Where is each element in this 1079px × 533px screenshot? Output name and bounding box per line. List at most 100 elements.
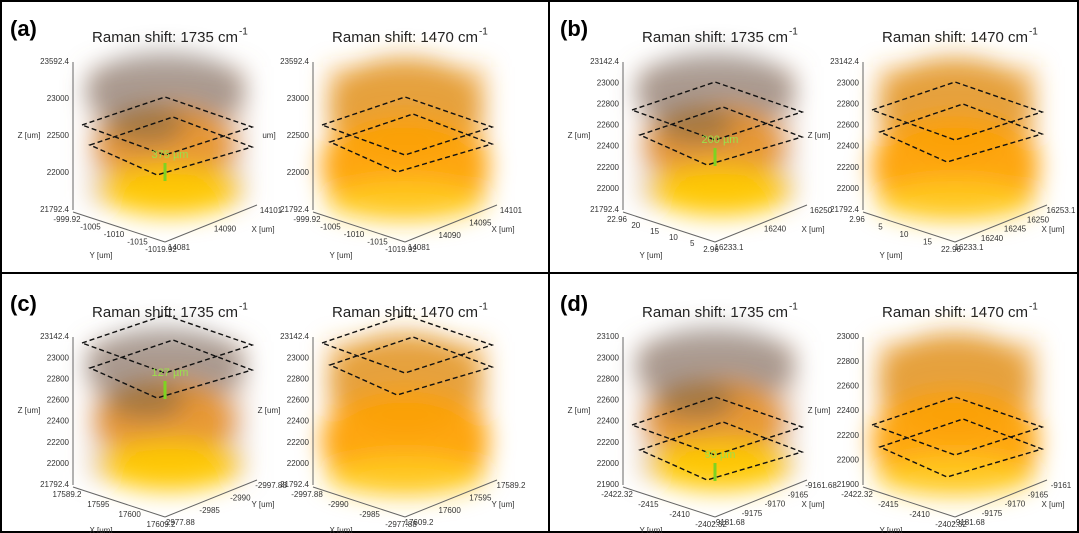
z-axis-label: Z [um] <box>18 131 41 140</box>
plot-title: Raman shift: 1470 cm <box>882 29 1028 46</box>
z-tick-label: 23000 <box>837 78 860 87</box>
right-tick-label: 16253.1 <box>1047 206 1076 215</box>
right-tick-label: 14095 <box>469 218 492 227</box>
title-superscript: -1 <box>1029 302 1038 313</box>
right-tick-label: 14081 <box>408 243 431 252</box>
z-tick-label: 22400 <box>837 142 860 151</box>
title-superscript: -1 <box>239 27 248 38</box>
z-axis-label: Z [um] <box>18 406 41 415</box>
z-tick-label: 23000 <box>287 353 310 362</box>
z-tick-label: 22000 <box>837 455 860 464</box>
z-tick-label: 21792.4 <box>40 480 69 489</box>
left-tick-label: -2415 <box>638 500 659 509</box>
z-tick-label: 22000 <box>287 168 310 177</box>
z-tick-label: 21792.4 <box>830 205 859 214</box>
volume-rendering <box>320 56 490 221</box>
z-tick-label: 22400 <box>837 406 860 415</box>
z-tick-label: 22800 <box>597 374 620 383</box>
z-axis-label: Z [um] <box>568 131 591 140</box>
right-tick-label: -9161.68 <box>805 481 837 490</box>
z-tick-label: 21900 <box>837 480 860 489</box>
left-axis-label: Y [um] <box>640 526 663 533</box>
z-tick-label: 22200 <box>597 438 620 447</box>
right-axis-label: X [um] <box>801 500 824 509</box>
volume-blob <box>875 181 1035 221</box>
left-tick-label: -2410 <box>909 510 930 519</box>
z-tick-label: 22200 <box>837 163 860 172</box>
right-tick-label: -9181.68 <box>713 518 745 527</box>
z-tick-label: 22800 <box>837 99 860 108</box>
title-superscript: -1 <box>1029 27 1038 38</box>
z-tick-label: 22800 <box>597 99 620 108</box>
volume-rendering <box>870 331 1040 496</box>
right-tick-label: -2990 <box>230 493 251 502</box>
z-tick-label: 22000 <box>47 459 70 468</box>
z-tick-label: 22000 <box>597 459 620 468</box>
z-tick-label: 22200 <box>837 431 860 440</box>
volume-rendering <box>320 331 490 496</box>
left-tick-label: -2410 <box>669 510 690 519</box>
z-tick-label: 22200 <box>47 438 70 447</box>
left-tick-label: -2422.32 <box>601 490 633 499</box>
z-tick-label: 23000 <box>47 353 70 362</box>
z-tick-label: 21792.4 <box>280 205 309 214</box>
volume-blob <box>650 166 790 216</box>
z-tick-label: 22000 <box>837 184 860 193</box>
right-tick-label: -9175 <box>982 509 1003 518</box>
volume-rendering <box>85 51 247 216</box>
z-tick-label: 22400 <box>597 417 620 426</box>
z-tick-label: 23000 <box>597 353 620 362</box>
right-tick-label: -9175 <box>742 509 763 518</box>
volume-blob <box>100 441 240 491</box>
z-tick-label: 23100 <box>597 332 620 341</box>
left-tick-label: -1005 <box>320 223 341 232</box>
plot-title: Raman shift: 1470 cm <box>882 304 1028 321</box>
z-tick-label: 23142.4 <box>830 57 859 66</box>
z-tick-label: 21792.4 <box>40 205 69 214</box>
left-axis-label: Y [um] <box>880 251 903 260</box>
plot-title: Raman shift: 1470 cm <box>332 29 478 46</box>
z-tick-label: 23592.4 <box>40 57 69 66</box>
left-tick-label: -999.92 <box>293 215 321 224</box>
left-axis-label: Y [um] <box>640 251 663 260</box>
z-tick-label: 23592.4 <box>280 57 309 66</box>
right-axis-label: X [um] <box>491 225 514 234</box>
z-axis-label: Z [um] <box>258 406 281 415</box>
z-tick-label: 22600 <box>597 396 620 405</box>
right-tick-label: 16240 <box>981 234 1004 243</box>
thickness-label: 375 µm <box>152 149 189 161</box>
title-superscript: -1 <box>239 302 248 313</box>
z-axis-label: um] <box>262 131 275 140</box>
right-axis-label: Y [um] <box>252 500 275 509</box>
right-axis-label: X [um] <box>1041 500 1064 509</box>
left-tick-label: 2.96 <box>849 215 865 224</box>
right-tick-label: 16250 <box>1027 215 1050 224</box>
z-axis-label: Z [um] <box>568 406 591 415</box>
z-axis-label: Z [um] <box>808 131 831 140</box>
volume-blob <box>100 166 240 216</box>
z-tick-label: 22800 <box>837 357 860 366</box>
right-tick-label: -9170 <box>1005 500 1026 509</box>
right-tick-label: -9170 <box>765 500 786 509</box>
left-tick-label: -1010 <box>104 230 125 239</box>
plot-title: Raman shift: 1470 cm <box>332 304 478 321</box>
plot-title: Raman shift: 1735 cm <box>92 29 238 46</box>
right-axis-label: X [um] <box>251 225 274 234</box>
right-tick-label: -9165 <box>1028 490 1049 499</box>
left-tick-label: 17589.2 <box>53 490 82 499</box>
left-tick-label: 5 <box>690 239 695 248</box>
thickness-label: 90 µm <box>705 449 736 461</box>
right-axis-label: X [um] <box>801 225 824 234</box>
title-superscript: -1 <box>789 302 798 313</box>
right-tick-label: 14090 <box>439 231 462 240</box>
left-axis-label: Y [um] <box>880 526 903 533</box>
right-tick-label: 14090 <box>214 225 237 234</box>
right-tick-label: 17600 <box>439 506 462 515</box>
left-tick-label: -2422.32 <box>841 490 873 499</box>
z-tick-label: 23142.4 <box>590 57 619 66</box>
z-tick-label: 21900 <box>597 480 620 489</box>
panel-label: (b) <box>560 16 588 41</box>
left-axis-label: X [um] <box>89 526 112 533</box>
left-tick-label: 10 <box>669 233 678 242</box>
left-tick-label: 10 <box>900 230 909 239</box>
